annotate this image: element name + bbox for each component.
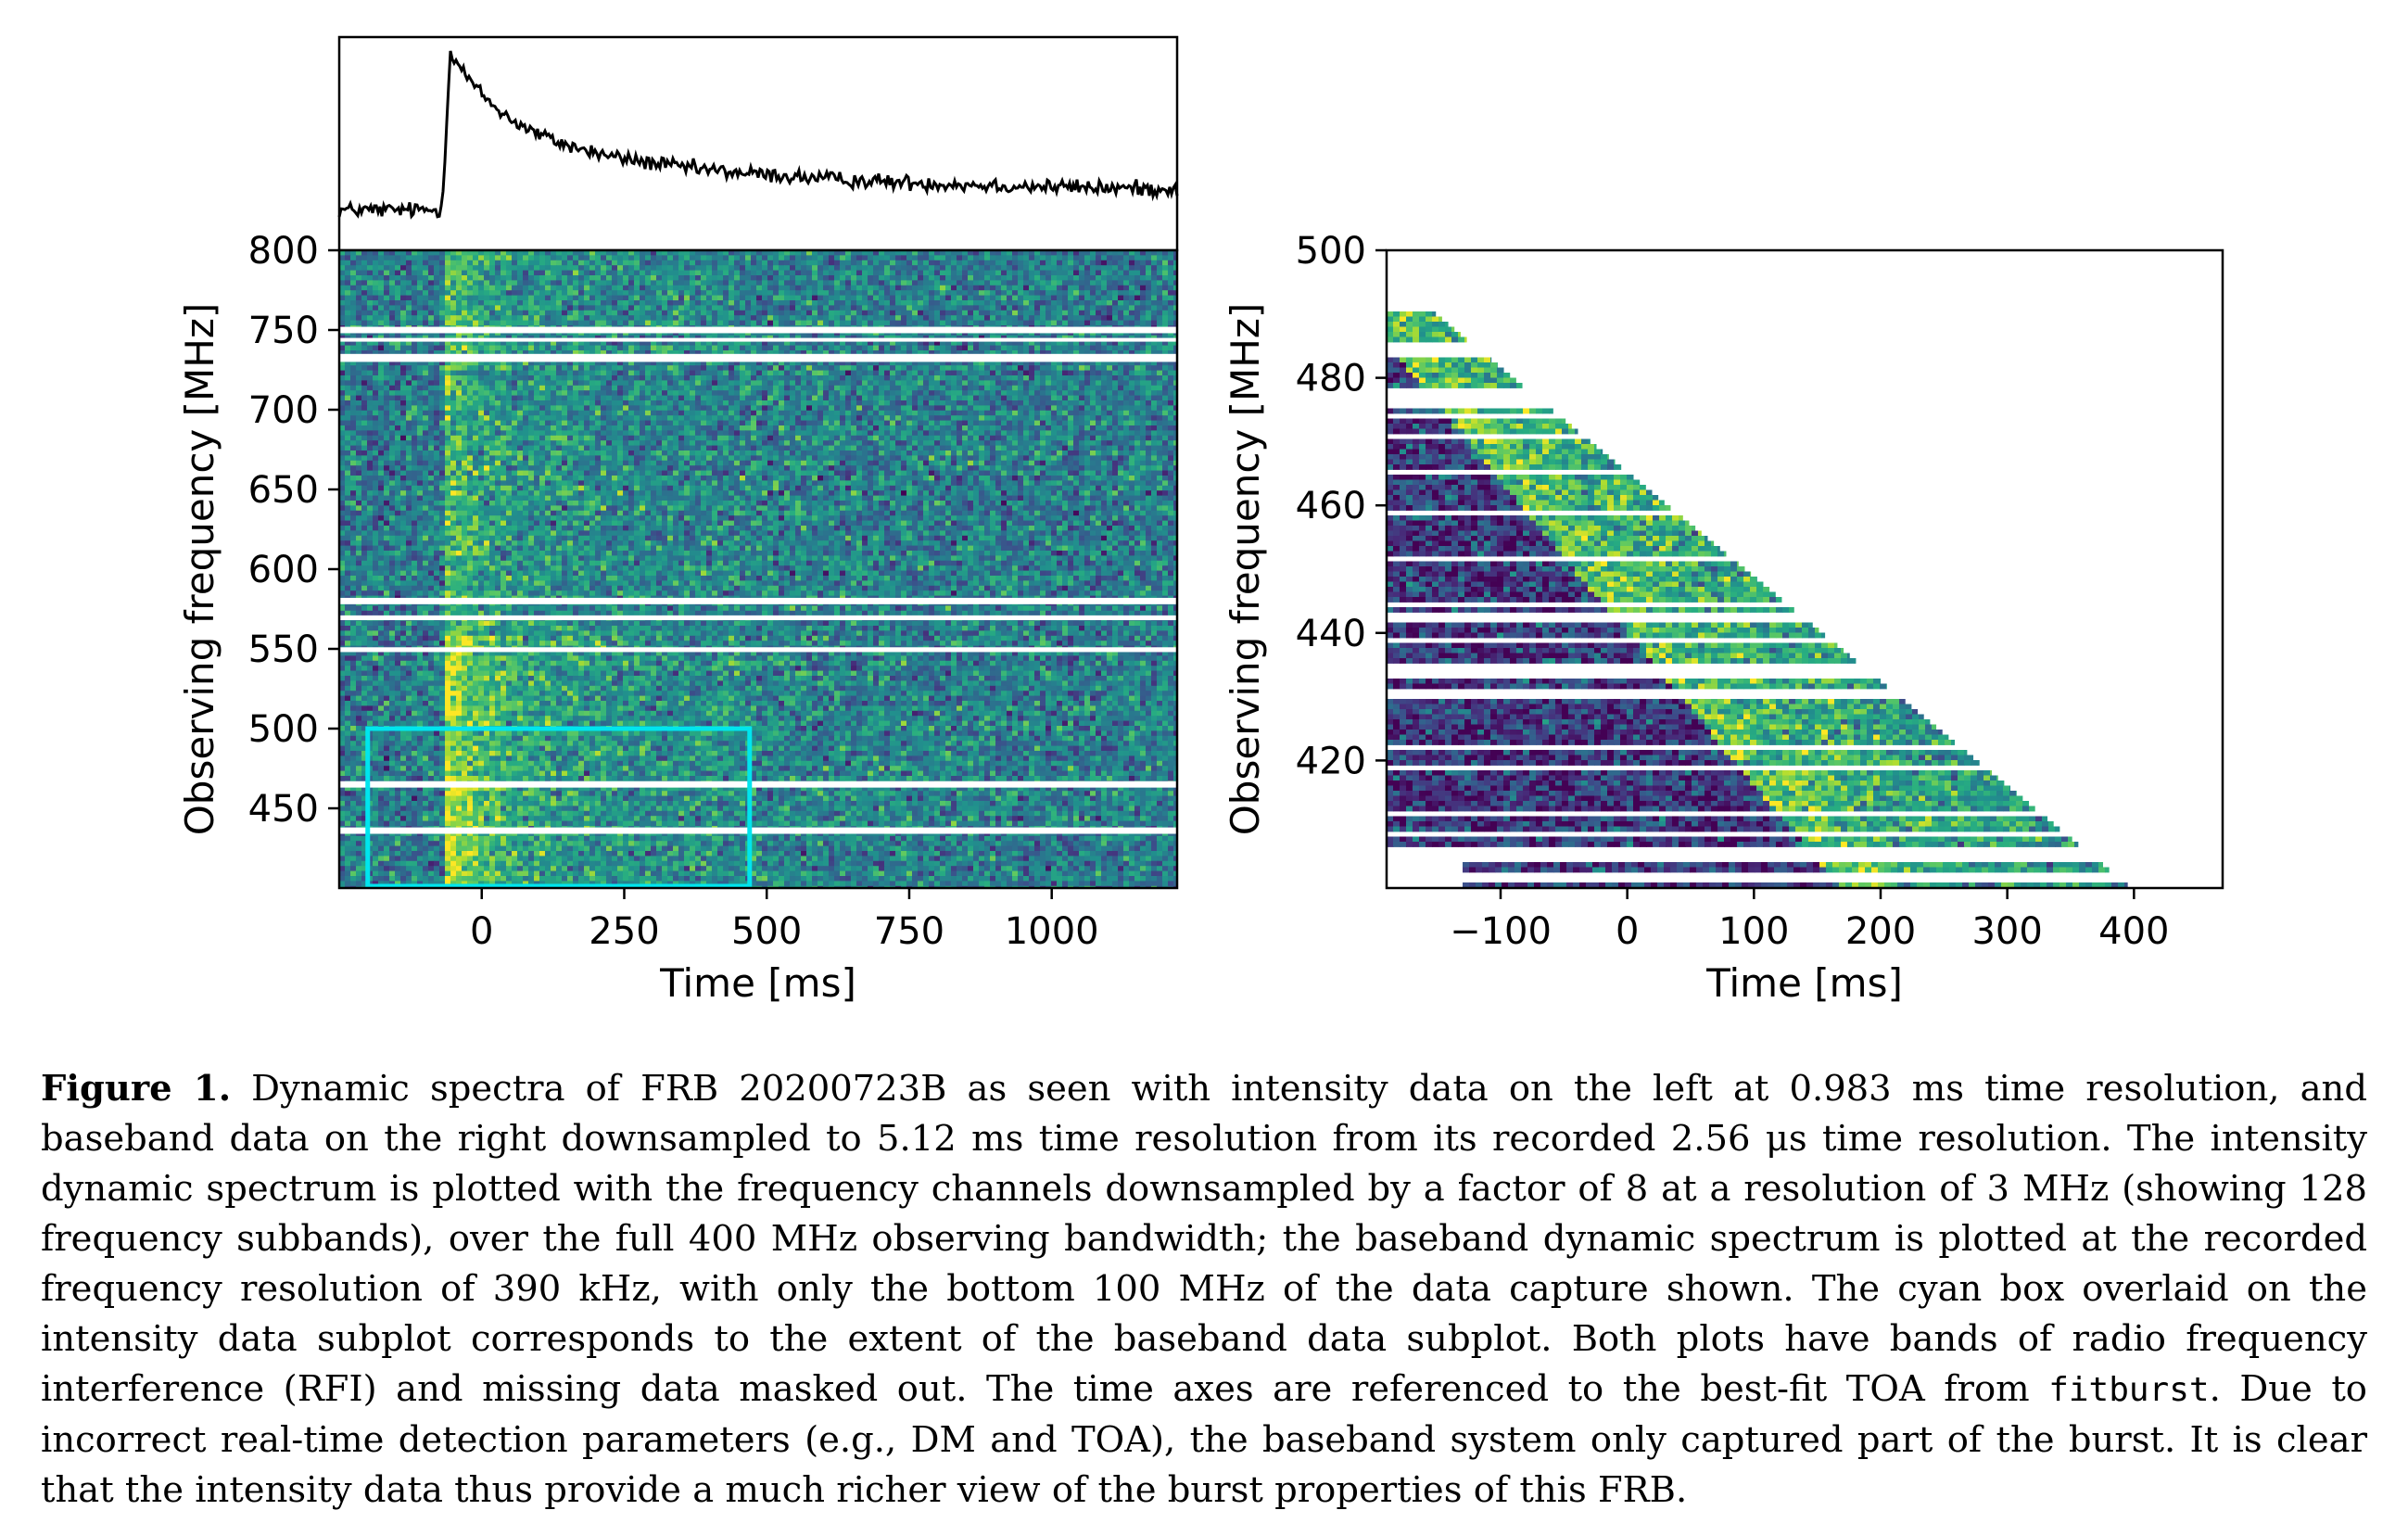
caption-text-end: . Due to incorrect real-time detection p… <box>41 1368 2367 1511</box>
intensity-heatmap <box>339 250 1177 888</box>
baseband-heatmap <box>1387 311 2135 888</box>
masked-band <box>339 326 1177 334</box>
right-xtick-label: 400 <box>2098 910 2169 953</box>
left-ytick-label: 650 <box>248 469 319 512</box>
masked-band <box>339 615 1177 621</box>
masked-band <box>339 827 1177 834</box>
masked-band <box>339 353 1177 362</box>
right-xtick-label: 100 <box>1718 910 1789 953</box>
left-xlabel: Time [ms] <box>659 960 856 1006</box>
baseband-extent-box <box>365 726 753 889</box>
right-xlabel: Time [ms] <box>1705 960 1903 1006</box>
left-xtick-label: 750 <box>874 910 944 953</box>
right-dynamic-spectrum: −100 0 100 200 300 400 420 440 460 480 500 Time [m… <box>1223 230 2224 1006</box>
left-profile-panel <box>337 35 1179 252</box>
left-xtick-label: 500 <box>731 910 802 953</box>
left-ytick-label: 500 <box>248 708 319 751</box>
left-ytick-label: 700 <box>248 389 319 432</box>
right-ytick-label: 480 <box>1296 358 1366 400</box>
figure-caption: Figure 1. Dynamic spectra of FRB 20200723… <box>41 1064 2367 1516</box>
left-dynamic-spectrum: 0 250 500 750 1000 450 500 550 600 650 700 750 800 T… <box>177 230 1179 1006</box>
right-ytick-label: 500 <box>1296 230 1366 273</box>
left-ytick-label: 600 <box>248 549 319 591</box>
left-xtick-label: 1000 <box>1005 910 1099 953</box>
masked-band <box>339 647 1177 653</box>
right-ytick-label: 440 <box>1296 613 1366 655</box>
right-xtick-label: −100 <box>1450 910 1552 953</box>
masked-band <box>339 781 1177 788</box>
right-ytick-label: 420 <box>1296 740 1366 782</box>
left-ytick-label: 550 <box>248 628 319 671</box>
left-xtick-label: 0 <box>470 910 493 953</box>
caption-code: fitburst <box>2048 1371 2209 1409</box>
rfi-masked-bands <box>339 326 1177 834</box>
caption-text: Dynamic spectra of FRB 20200723B as seen… <box>41 1068 2367 1410</box>
right-ylabel: Observing frequency [MHz] <box>1223 303 1268 836</box>
left-axis-ticks: 0 250 500 750 1000 450 500 550 600 650 700 750 800 <box>248 230 1099 953</box>
left-ytick-label: 800 <box>248 230 319 273</box>
caption-label: Figure 1. <box>41 1068 231 1110</box>
left-ytick-label: 750 <box>248 310 319 352</box>
left-ylabel: Observing frequency [MHz] <box>177 303 222 836</box>
right-xtick-label: 200 <box>1845 910 1916 953</box>
time-profile-line <box>337 50 1179 220</box>
left-ytick-label: 450 <box>248 788 319 831</box>
left-xtick-label: 250 <box>589 910 659 953</box>
right-axis-ticks: −100 0 100 200 300 400 420 440 460 480 500 <box>1296 230 2170 953</box>
right-ytick-label: 460 <box>1296 485 1366 527</box>
masked-band <box>339 597 1177 604</box>
masked-band <box>339 337 1177 342</box>
right-xtick-label: 300 <box>1971 910 2042 953</box>
right-xtick-label: 0 <box>1616 910 1639 953</box>
